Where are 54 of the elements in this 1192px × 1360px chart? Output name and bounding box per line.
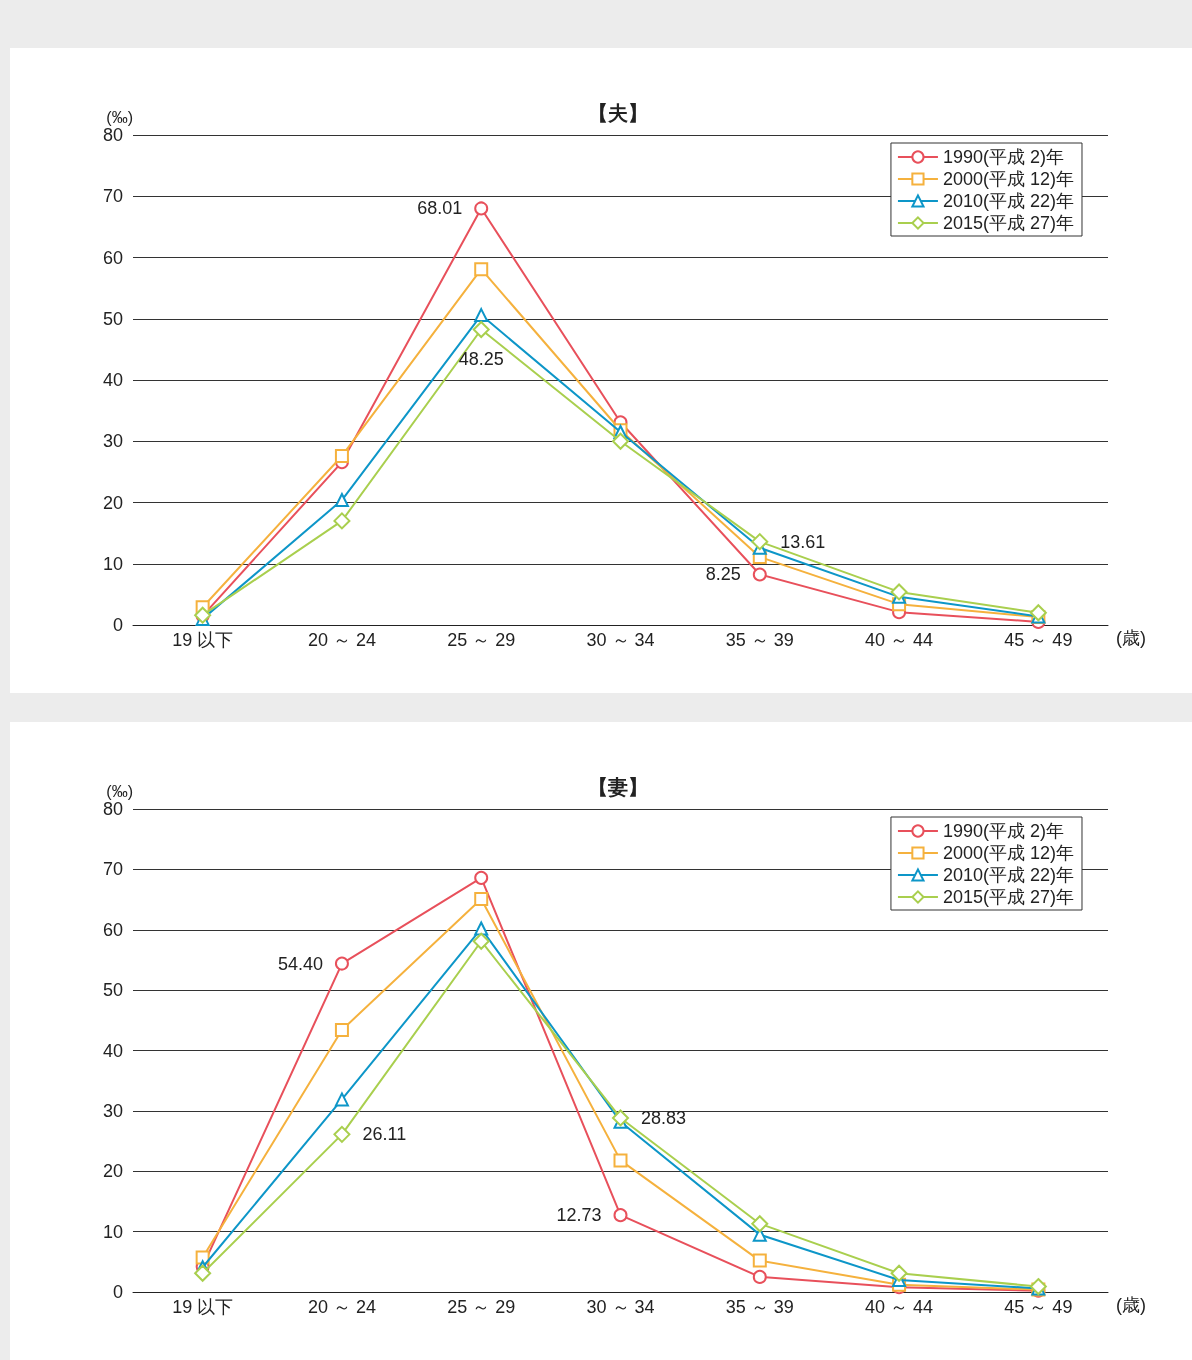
y-tick-label: 20	[102, 492, 123, 513]
y-tick-label: 70	[102, 859, 123, 880]
y-tick-label: 30	[102, 431, 123, 452]
x-tick-label: 45 ～ 49	[1004, 1297, 1073, 1317]
chart-title: 【妻】	[588, 776, 648, 798]
x-tick-label: 35 ～ 39	[725, 1297, 794, 1317]
y-tick-label: 10	[102, 553, 123, 574]
y-tick-label: 10	[102, 1221, 123, 1242]
data-label: 54.40	[277, 953, 323, 974]
data-label: 13.61	[780, 531, 826, 552]
x-tick-label: 30 ～ 34	[586, 630, 655, 650]
x-tick-label: 20 ～ 24	[307, 1297, 376, 1317]
y-tick-label: 60	[102, 247, 123, 268]
chart-title: 【夫】	[588, 102, 648, 124]
x-tick-label: 40 ～ 44	[865, 1297, 934, 1317]
y-axis-title: (‰)	[106, 108, 133, 126]
y-tick-label: 50	[102, 308, 123, 329]
data-label: 26.11	[362, 1124, 407, 1145]
data-label: 68.01	[417, 198, 463, 219]
x-tick-label: 40 ～ 44	[865, 630, 934, 650]
x-tick-label: 19 以下	[172, 1297, 234, 1317]
y-tick-label: 60	[102, 919, 123, 940]
data-label: 12.73	[556, 1205, 602, 1226]
legend-label: 2000(平成 12)年	[942, 843, 1075, 863]
legend-label: 2015(平成 27)年	[942, 213, 1075, 233]
data-label: 48.25	[458, 348, 504, 369]
legend-label: 1990(平成 2)年	[942, 147, 1064, 167]
x-tick-label: 20 ～ 24	[307, 630, 376, 650]
x-axis-title: (歳)	[1116, 628, 1146, 648]
x-tick-label: 35 ～ 39	[725, 630, 794, 650]
legend-label: 2010(平成 22)年	[942, 191, 1075, 211]
legend-label: 1990(平成 2)年	[942, 821, 1064, 841]
legend-label: 2000(平成 12)年	[942, 169, 1075, 189]
y-tick-label: 80	[102, 799, 123, 819]
y-tick-label: 40	[102, 1040, 123, 1061]
x-tick-label: 45 ～ 49	[1004, 630, 1073, 650]
y-tick-label: 20	[102, 1161, 123, 1182]
y-tick-label: 80	[102, 125, 123, 145]
y-axis-title: (‰)	[106, 782, 133, 800]
legend-label: 2010(平成 22)年	[942, 865, 1075, 885]
x-axis-title: (歳)	[1116, 1295, 1146, 1315]
y-tick-label: 70	[102, 186, 123, 207]
data-label: 8.25	[705, 564, 741, 585]
y-tick-label: 50	[102, 980, 123, 1001]
y-tick-label: 30	[102, 1100, 123, 1121]
x-tick-label: 25 ～ 29	[447, 630, 516, 650]
x-tick-label: 30 ～ 34	[586, 1297, 655, 1317]
legend-label: 2015(平成 27)年	[942, 887, 1075, 907]
y-tick-label: 40	[102, 370, 123, 390]
x-tick-label: 19 以下	[172, 630, 234, 650]
data-label: 28.83	[641, 1107, 687, 1128]
y-tick-label: 0	[112, 615, 123, 635]
y-tick-label: 0	[112, 1282, 123, 1302]
x-tick-label: 25 ～ 29	[447, 1297, 516, 1317]
